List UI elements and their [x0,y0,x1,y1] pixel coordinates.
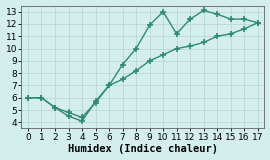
X-axis label: Humidex (Indice chaleur): Humidex (Indice chaleur) [68,144,218,154]
